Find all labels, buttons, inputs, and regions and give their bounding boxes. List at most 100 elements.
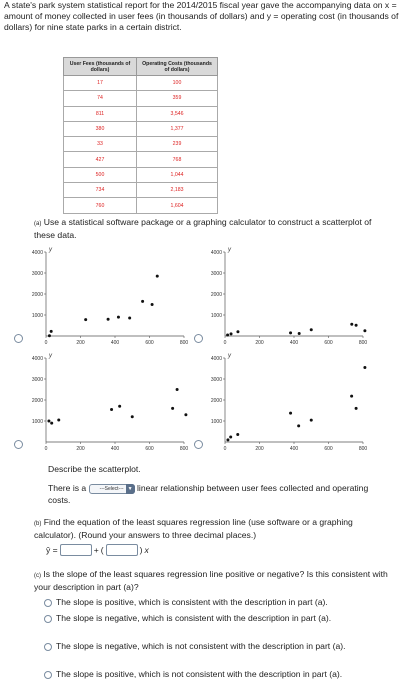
- data-point: [350, 322, 354, 326]
- data-point: [57, 418, 61, 422]
- data-point: [47, 334, 51, 338]
- user-fee-cell: 33: [63, 136, 137, 153]
- user-fee-cell: 427: [63, 151, 137, 168]
- data-point: [236, 330, 240, 334]
- data-point: [49, 329, 53, 333]
- data-point: [47, 419, 51, 423]
- part-b-label: (b): [34, 521, 42, 527]
- data-point: [236, 432, 240, 436]
- user-fee-cell: 811: [63, 105, 137, 122]
- relationship-select[interactable]: ---Select--- ▼: [88, 483, 135, 494]
- x-tick-label: 0: [224, 340, 227, 346]
- slope-option-3-radio[interactable]: [44, 643, 52, 651]
- y-tick-label: 4000: [211, 250, 222, 256]
- relationship-sentence: There is a ---Select--- ▼ linear relation…: [48, 482, 393, 506]
- y-tick-label: 2000: [211, 398, 222, 404]
- slope-option-1[interactable]: The slope is positive, which is consiste…: [44, 597, 386, 608]
- user-fee-cell: 380: [63, 120, 137, 138]
- scatterplot-option-2-radio[interactable]: [194, 334, 203, 343]
- y-tick-label: 3000: [211, 377, 222, 383]
- y-tick-label: 1000: [32, 419, 43, 425]
- slope-option-2[interactable]: The slope is negative, which is consiste…: [44, 613, 386, 624]
- data-point: [350, 394, 354, 398]
- data-point: [289, 411, 293, 415]
- operating-cost-cell: 768: [136, 151, 218, 168]
- scatterplot-option-3-radio[interactable]: [14, 440, 23, 449]
- x-tick-label: 200: [255, 446, 264, 452]
- y-tick-label: 1000: [211, 419, 222, 425]
- data-point: [175, 388, 179, 391]
- table-row: 500 1,044: [63, 166, 218, 184]
- scatterplot-option-1-radio[interactable]: [14, 334, 23, 343]
- y-axis-letter: y: [48, 247, 53, 253]
- regression-equation: ŷ = + ( ) x: [46, 544, 149, 556]
- part-c-text: Is the slope of the least squares regres…: [34, 569, 388, 592]
- x-tick-label: 200: [76, 446, 85, 452]
- operating-cost-cell: 2,183: [136, 182, 218, 199]
- problem-intro: A state's park system statistical report…: [4, 0, 399, 32]
- y-tick-label: 4000: [211, 356, 222, 362]
- data-point: [363, 366, 367, 370]
- data-point: [289, 331, 293, 335]
- data-point: [106, 317, 110, 321]
- relationship-text: linear relationship between user fees co…: [48, 483, 369, 505]
- data-table: User Fees (thousands of dollars) Operati…: [63, 57, 218, 214]
- y-tick-label: 3000: [32, 271, 43, 277]
- part-a-prompt: (a) Use a statistical software package o…: [34, 217, 394, 241]
- user-fee-cell: 74: [63, 90, 137, 107]
- table-header-user-fees: User Fees (thousands of dollars): [63, 57, 137, 76]
- intercept-input[interactable]: [59, 544, 92, 556]
- user-fee-cell: 500: [63, 166, 137, 184]
- scatterplot-option-4-radio[interactable]: [194, 440, 203, 449]
- data-point: [354, 406, 358, 410]
- slope-option-1-radio[interactable]: [44, 599, 52, 607]
- x-tick-label: 0: [45, 340, 48, 346]
- y-tick-label: 4000: [32, 356, 43, 362]
- table-row: 760 1,604: [63, 197, 218, 214]
- slope-input[interactable]: [105, 544, 138, 556]
- x-variable: x: [144, 545, 149, 555]
- x-tick-label: 200: [76, 340, 85, 346]
- x-tick-label: 800: [359, 446, 368, 452]
- operating-cost-cell: 1,377: [136, 120, 218, 138]
- data-point: [50, 421, 54, 425]
- slope-option-2-radio[interactable]: [44, 615, 52, 623]
- user-fee-cell: 17: [63, 74, 137, 92]
- slope-option-4-radio[interactable]: [44, 671, 52, 679]
- data-point: [297, 424, 301, 428]
- data-point: [141, 299, 145, 303]
- x-tick-label: 600: [145, 446, 154, 452]
- y-axis-letter: y: [48, 353, 53, 359]
- x-tick-label: 400: [111, 446, 120, 452]
- y-axis-letter: y: [227, 247, 232, 253]
- data-point: [184, 413, 188, 417]
- x-tick-label: 600: [324, 446, 333, 452]
- y-axis-letter: y: [227, 353, 232, 359]
- y-tick-label: 1000: [211, 313, 222, 319]
- data-point: [84, 318, 88, 322]
- y-tick-label: 2000: [32, 398, 43, 404]
- data-point: [150, 303, 154, 306]
- slope-option-1-text: The slope is positive, which is consiste…: [56, 597, 328, 607]
- x-tick-label: 400: [290, 340, 299, 346]
- slope-option-2-text: The slope is negative, which is consiste…: [56, 613, 332, 623]
- table-row: 17 100: [63, 74, 218, 92]
- data-point: [155, 274, 159, 278]
- x-tick-label: 600: [324, 340, 333, 346]
- data-point: [130, 415, 134, 419]
- data-point: [128, 316, 132, 320]
- slope-option-4[interactable]: The slope is positive, which is not cons…: [44, 669, 386, 680]
- there-is-a-text: There is a: [48, 483, 87, 493]
- operating-cost-cell: 239: [136, 136, 218, 153]
- plus-sign: +: [93, 545, 99, 555]
- slope-option-3[interactable]: The slope is negative, which is not cons…: [44, 641, 386, 652]
- data-point: [363, 329, 367, 333]
- table-header-operating-costs: Operating Costs (thousands of dollars): [136, 57, 218, 76]
- scatterplot-option-4: y 1000 2000 3000 4000 0 200 400 600 800: [211, 353, 368, 452]
- data-point: [309, 418, 313, 422]
- part-c-prompt: (c) Is the slope of the least squares re…: [34, 569, 394, 593]
- table-row: 734 2,183: [63, 182, 218, 199]
- yhat-label: ŷ =: [46, 545, 58, 555]
- data-point: [226, 333, 230, 337]
- part-a-text: Use a statistical software package or a …: [34, 217, 372, 240]
